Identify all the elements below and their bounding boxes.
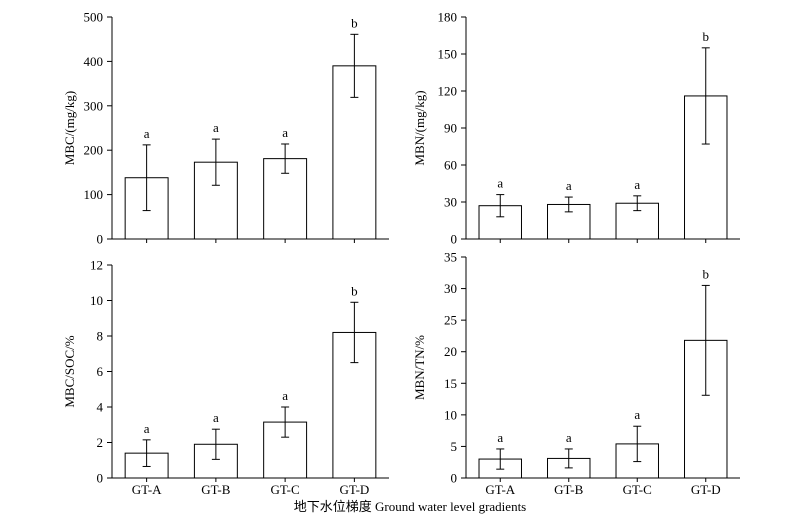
y-tick-label: 30 bbox=[444, 195, 457, 210]
y-tick-label: 6 bbox=[97, 364, 104, 379]
significance-letter: b bbox=[351, 15, 358, 30]
significance-letter: a bbox=[566, 430, 572, 445]
significance-letter: a bbox=[282, 125, 288, 140]
significance-letter: a bbox=[634, 407, 640, 422]
y-tick-label: 500 bbox=[84, 10, 104, 25]
x-tick-label: GT-A bbox=[132, 482, 162, 497]
y-tick-label: 12 bbox=[90, 258, 103, 273]
y-axis-label: MBN/TN/% bbox=[412, 335, 427, 400]
y-tick-label: 120 bbox=[438, 84, 458, 99]
significance-letter: a bbox=[497, 176, 503, 191]
y-tick-label: 0 bbox=[97, 232, 104, 247]
x-tick-label: GT-C bbox=[623, 482, 652, 497]
y-tick-label: 4 bbox=[97, 400, 104, 415]
y-tick-label: 90 bbox=[444, 121, 457, 136]
y-tick-label: 35 bbox=[444, 250, 457, 265]
y-tick-label: 0 bbox=[451, 232, 458, 247]
x-tick-label: GT-C bbox=[271, 482, 300, 497]
bar bbox=[332, 65, 377, 240]
y-axis-label: MBN/(mg/kg) bbox=[412, 90, 427, 165]
chart-top-left: 0 100 200 300 400 500 MBC/(mg/kg) a a a b bbox=[62, 10, 389, 247]
x-tick-label: GT-D bbox=[339, 482, 369, 497]
y-tick-label: 150 bbox=[438, 47, 458, 62]
significance-letter: a bbox=[144, 126, 150, 141]
y-axis-label: MBC/(mg/kg) bbox=[62, 91, 77, 165]
chart-bottom-right: 0 5 10 15 20 25 30 35 MBN/TN/% a GT-A a GT-B a GT-C b GT… bbox=[412, 250, 740, 497]
y-axis-label: MBC/SOC/% bbox=[62, 335, 77, 407]
y-tick-label: 5 bbox=[451, 439, 458, 454]
y-tick-label: 400 bbox=[84, 54, 104, 69]
significance-letter: b bbox=[351, 283, 358, 298]
x-tick-label: GT-D bbox=[691, 482, 721, 497]
x-axis-label: 地下水位梯度 Ground water level gradients bbox=[294, 499, 527, 514]
y-tick-label: 8 bbox=[97, 329, 104, 344]
y-tick-label: 10 bbox=[90, 293, 103, 308]
significance-letter: a bbox=[282, 388, 288, 403]
y-tick-label: 15 bbox=[444, 376, 457, 391]
significance-letter: a bbox=[213, 410, 219, 425]
significance-letter: a bbox=[566, 178, 572, 193]
chart-top-right: 0 30 60 90 120 150 180 MBN/(mg/kg) a a a b bbox=[412, 10, 740, 247]
x-tick-label: GT-A bbox=[485, 482, 515, 497]
chart-bottom-left: 0 2 4 6 8 10 12 MBC/SOC/% a GT-A a GT-B a GT-C b GT-D bbox=[62, 258, 389, 497]
y-tick-label: 10 bbox=[444, 407, 457, 422]
y-tick-label: 300 bbox=[84, 98, 104, 113]
y-tick-label: 100 bbox=[84, 187, 104, 202]
significance-letter: b bbox=[703, 266, 710, 281]
x-tick-label: GT-B bbox=[201, 482, 230, 497]
significance-letter: a bbox=[144, 421, 150, 436]
y-tick-label: 20 bbox=[444, 344, 457, 359]
significance-letter: a bbox=[497, 430, 503, 445]
y-tick-label: 200 bbox=[84, 143, 104, 158]
y-tick-label: 30 bbox=[444, 281, 457, 296]
y-tick-label: 60 bbox=[444, 158, 457, 173]
x-tick-label: GT-B bbox=[554, 482, 583, 497]
y-tick-label: 0 bbox=[451, 471, 458, 486]
significance-letter: a bbox=[634, 177, 640, 192]
significance-letter: b bbox=[703, 29, 710, 44]
significance-letter: a bbox=[213, 120, 219, 135]
y-tick-label: 0 bbox=[97, 471, 104, 486]
y-tick-label: 25 bbox=[444, 313, 457, 328]
y-tick-label: 2 bbox=[97, 435, 104, 450]
y-tick-label: 180 bbox=[438, 10, 458, 25]
